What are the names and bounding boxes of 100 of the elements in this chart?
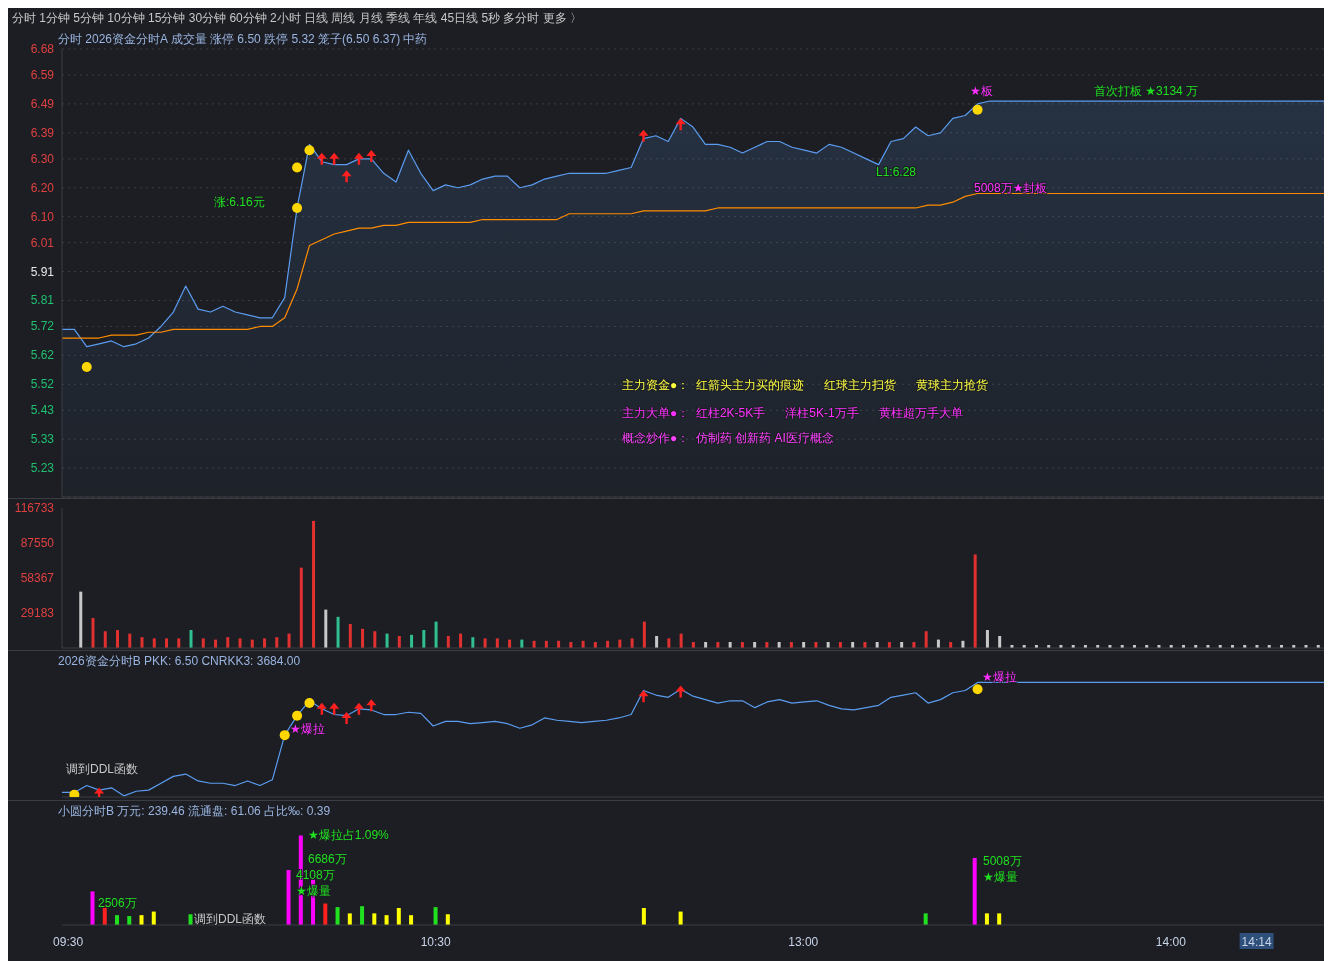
bar (312, 520, 316, 648)
y-tick-label: 116733 (14, 501, 55, 515)
bar (335, 907, 340, 925)
bar (286, 870, 291, 925)
bar (115, 915, 120, 925)
bar (471, 637, 475, 648)
point (341, 711, 352, 724)
bar (434, 621, 438, 648)
y-tick-label: 5.43 (30, 403, 55, 418)
annotation: 5008万★封板 (974, 180, 1048, 197)
bar (140, 637, 144, 648)
bar (422, 630, 426, 648)
bar (985, 630, 989, 648)
point (304, 698, 315, 709)
point (638, 129, 649, 142)
bar (91, 618, 95, 648)
chart-title: 小圆分时B 万元: 239.46 流通盘: 61.06 占比‰: 0.39 (58, 803, 331, 820)
point (69, 789, 80, 797)
point (292, 162, 303, 173)
bar (924, 631, 928, 648)
bar (263, 638, 267, 648)
bar (445, 914, 450, 925)
x-tick-label: 14:00 (1155, 935, 1187, 949)
bar (373, 631, 377, 648)
point (329, 152, 340, 165)
annotation: 调到DDL函数 (194, 911, 267, 928)
y-tick-label: 29183 (20, 606, 55, 620)
bar (459, 633, 463, 648)
y-tick-label: 6.10 (30, 209, 55, 224)
bar (433, 907, 438, 925)
y-tick-label: 5.52 (30, 377, 55, 392)
bar (679, 633, 683, 648)
annotation: ★爆量 (983, 869, 1018, 886)
x-tick-label: 13:00 (788, 935, 819, 949)
point (81, 361, 92, 372)
point (279, 730, 290, 741)
y-tick-label: 6.59 (30, 68, 55, 83)
bar (396, 907, 401, 925)
bar (923, 913, 928, 925)
x-tick-label: 14:14 (1241, 935, 1272, 949)
bar (116, 630, 120, 648)
y-tick-label: 5.91 (30, 264, 55, 279)
annotation: L1:6.28 (876, 165, 917, 179)
bar (348, 624, 352, 648)
point (638, 690, 649, 703)
x-tick-label: 10:30 (420, 935, 452, 949)
point (316, 702, 327, 715)
chart-title: 2026资金分时B PKK: 6.50 CNRKK3: 3684.00 (58, 653, 301, 670)
point (329, 702, 340, 715)
point (353, 702, 364, 715)
point (316, 152, 327, 165)
annotation: ★爆拉 (290, 721, 325, 738)
y-tick-label: 6.20 (30, 180, 55, 195)
bar (152, 638, 156, 648)
bar (287, 633, 291, 648)
point (366, 149, 377, 162)
bar (360, 906, 365, 925)
y-tick-label: 5.23 (30, 461, 55, 476)
point (972, 684, 983, 695)
bar (165, 638, 169, 648)
bar (201, 638, 205, 648)
bar (275, 637, 279, 648)
bar (189, 630, 193, 648)
bar (139, 915, 144, 925)
point (353, 152, 364, 165)
bar (998, 636, 1002, 648)
annotation: 5008万 (983, 853, 1022, 870)
point (304, 145, 315, 156)
bar (226, 637, 230, 648)
point (366, 699, 377, 712)
y-tick-label: 6.30 (30, 151, 55, 166)
bar (655, 636, 659, 648)
bar (347, 913, 352, 925)
bar (324, 609, 328, 648)
line-series (61, 192, 1324, 339)
bar (323, 903, 328, 925)
bar (409, 915, 414, 925)
bar (641, 907, 646, 925)
bar (984, 913, 989, 925)
y-tick-label: 87550 (20, 536, 55, 550)
y-tick-label: 5.33 (30, 432, 55, 447)
bar (630, 638, 634, 648)
y-tick-label: 58367 (20, 571, 55, 585)
point (292, 710, 303, 721)
annotation: 2506万 (98, 895, 137, 912)
point (94, 787, 105, 797)
point (675, 118, 686, 131)
y-tick-label: 5.81 (30, 293, 55, 308)
bar (385, 633, 389, 648)
bar (103, 631, 107, 648)
bar (495, 638, 499, 648)
bar (384, 915, 389, 925)
bar (90, 891, 95, 925)
chart-subtitle: 分时 1分钟 5分钟 10分钟 15分钟 30分钟 60分钟 2小时 日线 周线 月线 季线 年线 45日线 5秒 多分时 更多 〉 (12, 10, 583, 27)
point (341, 170, 352, 183)
bar (336, 616, 340, 648)
x-tick-label: 09:30 (53, 935, 84, 949)
bar (972, 857, 977, 925)
bar (238, 638, 242, 648)
annotation: 涨:6.16元 (214, 194, 265, 211)
